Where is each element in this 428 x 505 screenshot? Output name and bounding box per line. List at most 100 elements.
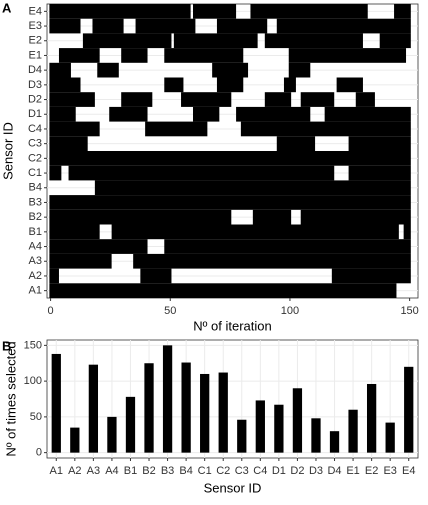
selection-run (49, 62, 71, 78)
selection-run (145, 121, 208, 137)
selection-run (49, 209, 232, 225)
x-tick-label: E4 (402, 465, 415, 477)
x-tick-label: C4 (253, 465, 267, 477)
bar (162, 345, 173, 453)
y-tick-label: D3 (28, 79, 42, 91)
y-tick-label: B4 (29, 182, 42, 194)
x-tick-label: E3 (383, 465, 396, 477)
selection-run (403, 224, 411, 240)
x-tick-label: E1 (346, 465, 359, 477)
selection-run (250, 4, 368, 19)
bar (200, 373, 210, 453)
bar (70, 427, 80, 453)
y-tick-label: D4 (28, 64, 42, 76)
selection-run (92, 18, 124, 34)
selection-run (212, 62, 249, 78)
selection-run (300, 209, 411, 225)
selection-run (49, 224, 100, 240)
selection-run (49, 136, 88, 151)
selection-run (97, 62, 119, 78)
y-tick-label: E1 (29, 49, 42, 61)
x-tick-label: B1 (124, 465, 137, 477)
selection-run (288, 62, 311, 78)
bar (366, 383, 377, 453)
y-tick-label: E3 (29, 20, 42, 32)
selection-run (82, 33, 172, 49)
bar (274, 404, 284, 453)
bar (88, 364, 99, 453)
x-tick-label: D2 (290, 465, 304, 477)
selection-run (324, 106, 411, 122)
x-tick-label: D1 (272, 465, 286, 477)
bar (311, 418, 321, 453)
x-tick-label: C2 (216, 465, 230, 477)
panel-label: A (2, 0, 12, 15)
x-axis-label: Nº of iteration (193, 318, 271, 333)
y-tick-label: A2 (29, 270, 42, 282)
y-tick-label: E4 (29, 5, 42, 17)
selection-run (49, 253, 112, 269)
selection-run (49, 165, 62, 181)
bar (218, 372, 228, 453)
selection-run (164, 48, 244, 63)
selection-run (164, 77, 184, 93)
selection-run (49, 106, 76, 122)
selection-run (264, 33, 363, 49)
selection-run (94, 180, 411, 196)
bar (292, 388, 303, 453)
bar (107, 416, 117, 453)
selection-run (193, 106, 220, 122)
x-tick-label: A4 (105, 465, 118, 477)
selection-run (49, 239, 148, 254)
y-tick-label: C4 (28, 123, 42, 135)
y-tick-label: D2 (28, 93, 42, 105)
selection-run (264, 92, 292, 107)
y-tick-label: B1 (29, 226, 42, 238)
x-tick-label: D3 (309, 465, 323, 477)
selection-run (276, 136, 316, 151)
selection-run (336, 77, 363, 93)
selection-run (109, 106, 148, 122)
y-tick-label: A1 (29, 285, 42, 297)
selection-run (394, 4, 411, 19)
y-tick-label: 100 (24, 375, 42, 387)
selection-run (140, 268, 172, 284)
selection-run (348, 165, 411, 181)
selection-run (49, 77, 81, 93)
x-tick-label: B3 (161, 465, 174, 477)
selection-run (49, 283, 397, 298)
bar (181, 362, 191, 453)
x-tick-label: E2 (365, 465, 378, 477)
selection-run (49, 4, 191, 19)
selection-run (164, 239, 411, 254)
selection-run (283, 77, 296, 93)
bar (51, 353, 61, 453)
plot-background (46, 339, 419, 459)
selection-run (240, 121, 411, 137)
bar (125, 396, 136, 453)
bar (144, 363, 154, 453)
y-axis-label: Nº of times selected (3, 341, 18, 456)
selection-run (216, 18, 268, 34)
selection-run (49, 121, 100, 137)
selection-run (288, 48, 407, 63)
selection-run (49, 92, 95, 107)
selection-run (49, 151, 411, 166)
selection-run (236, 106, 311, 122)
selection-run (276, 18, 411, 34)
x-tick-label: B2 (142, 465, 155, 477)
selection-run (379, 33, 411, 49)
bar (404, 366, 414, 453)
y-axis-label: Sensor ID (0, 122, 15, 180)
selection-run (331, 268, 411, 284)
selection-run (111, 224, 399, 240)
x-tick-label: C1 (198, 465, 212, 477)
selection-run (300, 92, 335, 107)
x-tick-label: 50 (164, 305, 176, 317)
bar (255, 400, 265, 453)
y-tick-label: E2 (29, 35, 42, 47)
y-tick-label: B3 (29, 196, 42, 208)
bar (385, 422, 395, 453)
y-tick-label: 0 (36, 447, 42, 459)
